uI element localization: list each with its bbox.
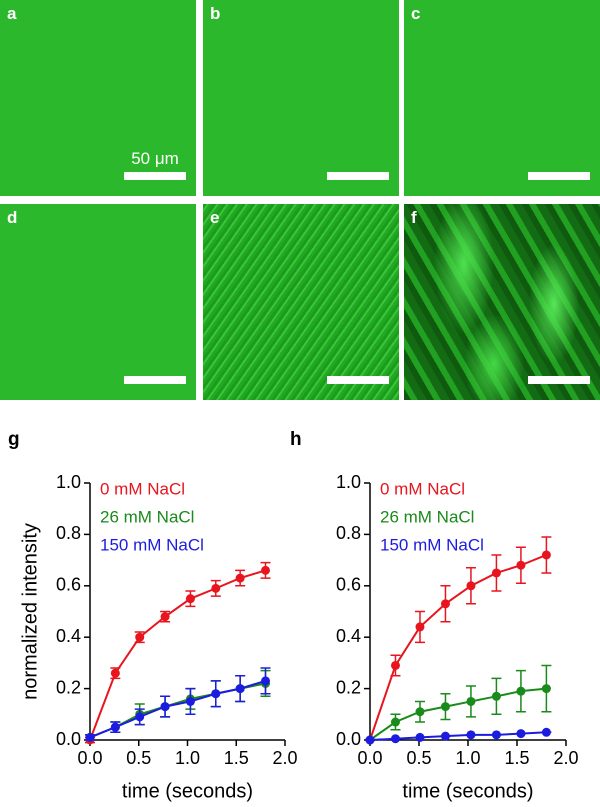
y-tick-label: 0.4 <box>56 626 81 646</box>
data-point <box>516 686 526 696</box>
data-point <box>415 622 425 632</box>
x-tick-label: 0.5 <box>126 748 151 768</box>
image-panel: c <box>404 0 600 196</box>
panel-label: d <box>7 208 18 227</box>
data-point <box>415 732 425 742</box>
y-tick-label: 0.8 <box>336 523 361 543</box>
data-point <box>516 729 526 739</box>
data-point <box>390 734 400 744</box>
data-point <box>440 702 450 712</box>
image-panel: b <box>203 0 399 196</box>
data-point <box>466 696 476 706</box>
scale-bar <box>528 376 590 384</box>
scale-bar <box>124 172 186 180</box>
scale-bar <box>327 172 389 180</box>
data-point <box>211 583 221 593</box>
data-point <box>261 676 270 686</box>
x-tick-label: 1.0 <box>175 748 200 768</box>
panel-label: e <box>210 208 220 227</box>
data-point <box>541 550 551 560</box>
data-point <box>235 573 245 583</box>
image-panel: a 50 μm <box>0 0 196 196</box>
data-point <box>541 684 551 694</box>
legend-entry: 26 mM NaCl <box>100 507 194 526</box>
y-tick-label: 0.6 <box>56 575 81 595</box>
legend-entry: 0 mM NaCl <box>100 479 185 498</box>
data-point <box>390 660 400 670</box>
data-point <box>160 612 170 622</box>
panel-label: c <box>411 4 421 23</box>
y-tick-label: 0.6 <box>336 575 361 595</box>
image-panel: d <box>0 204 196 400</box>
data-point <box>491 691 501 701</box>
scale-bar <box>327 376 389 384</box>
image-panel: f <box>404 204 600 400</box>
data-point <box>135 632 145 642</box>
y-tick-label: 0.2 <box>56 677 81 697</box>
y-tick-label: 0.4 <box>336 626 361 646</box>
legend-entry: 150 mM NaCl <box>100 535 204 554</box>
x-tick-label: 0.0 <box>357 748 382 768</box>
x-tick-label: 2.0 <box>553 748 578 768</box>
legend-entry: 26 mM NaCl <box>380 507 474 526</box>
y-axis-title: normalized intensity <box>19 523 41 700</box>
data-point <box>185 696 195 706</box>
data-point <box>365 735 375 745</box>
data-point <box>541 727 551 737</box>
y-tick-label: 0.8 <box>56 523 81 543</box>
panel-label: g <box>8 429 20 450</box>
data-point <box>440 731 450 741</box>
data-point <box>390 717 400 727</box>
x-tick-label: 1.5 <box>224 748 249 768</box>
panel-label: f <box>411 208 417 227</box>
x-tick-label: 1.5 <box>504 748 529 768</box>
data-point <box>466 581 476 591</box>
panel-label: b <box>210 4 221 23</box>
data-point <box>516 560 526 570</box>
panel-label: a <box>7 4 17 23</box>
y-tick-label: 0.2 <box>336 677 361 697</box>
x-axis-title: time (seconds) <box>122 780 253 802</box>
x-tick-label: 0.0 <box>77 748 102 768</box>
y-tick-label: 1.0 <box>336 472 361 492</box>
y-tick-label: 1.0 <box>56 472 81 492</box>
data-point <box>211 689 221 699</box>
panel-label: h <box>290 429 302 450</box>
data-point <box>85 732 95 742</box>
legend-entry: 0 mM NaCl <box>380 479 465 498</box>
data-point <box>415 707 425 717</box>
data-point <box>110 668 120 678</box>
series-line <box>89 569 266 741</box>
data-point <box>185 594 195 604</box>
data-point <box>110 722 120 732</box>
y-tick-label: 0.0 <box>56 729 81 749</box>
data-point <box>235 684 245 694</box>
data-point <box>466 730 476 740</box>
scale-bar <box>124 376 186 384</box>
y-tick-label: 0.0 <box>336 729 361 749</box>
scale-bar <box>528 172 590 180</box>
data-point <box>440 599 450 609</box>
data-point <box>160 702 170 712</box>
x-tick-label: 1.0 <box>455 748 480 768</box>
image-panel: e <box>203 204 399 400</box>
x-axis-title: time (seconds) <box>402 780 533 802</box>
data-point <box>491 568 501 578</box>
legend-entry: 150 mM NaCl <box>380 535 484 554</box>
x-tick-label: 0.5 <box>406 748 431 768</box>
x-tick-label: 2.0 <box>272 748 297 768</box>
data-point <box>491 730 501 740</box>
scale-bar-label: 50 μm <box>131 149 179 168</box>
data-point <box>135 712 145 722</box>
data-point <box>261 565 270 575</box>
